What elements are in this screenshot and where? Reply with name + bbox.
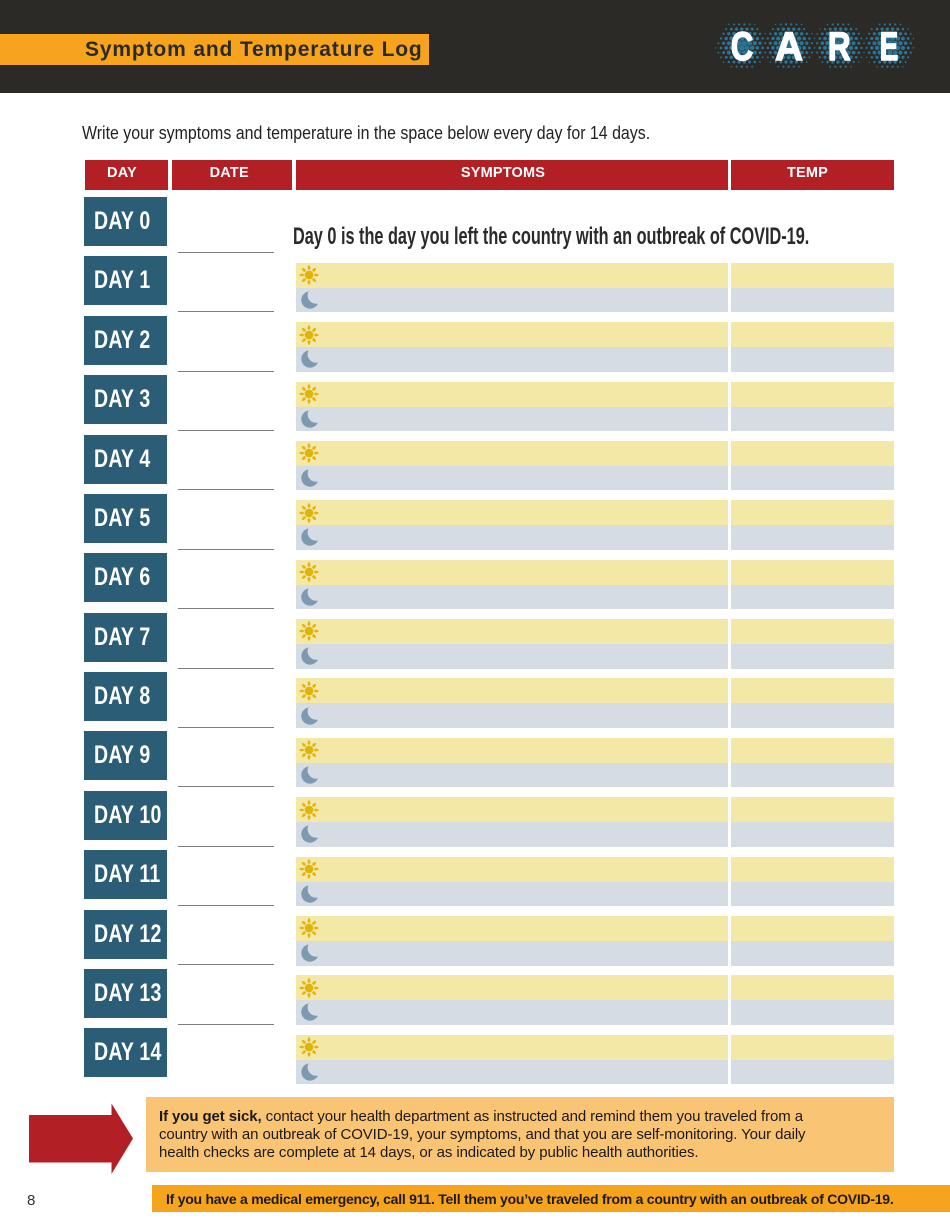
svg-text:E: E <box>880 25 899 69</box>
svg-text:R: R <box>828 23 851 68</box>
svg-text:C: C <box>731 24 754 69</box>
svg-text:A: A <box>775 24 803 69</box>
